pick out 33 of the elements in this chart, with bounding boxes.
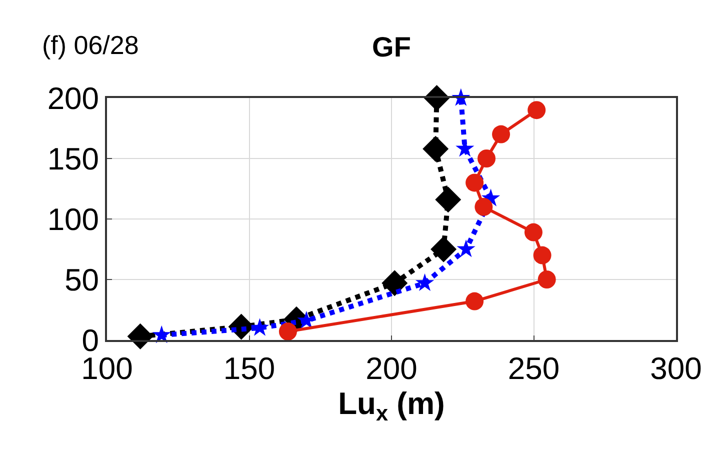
y-tick-label: 50 bbox=[64, 262, 100, 298]
point bbox=[474, 198, 493, 216]
text: (f) 06/28 bbox=[42, 30, 139, 60]
y-tick-label: 100 bbox=[47, 202, 100, 237]
point bbox=[492, 125, 510, 144]
point bbox=[478, 150, 496, 168]
point bbox=[533, 246, 552, 264]
x-tick-label: 200 bbox=[366, 350, 418, 386]
x-tick-label: 250 bbox=[508, 350, 560, 386]
y-tick-label: 200 bbox=[47, 80, 100, 116]
point bbox=[524, 223, 542, 242]
point bbox=[435, 186, 462, 213]
point bbox=[278, 322, 297, 341]
x-tick-label: 150 bbox=[223, 350, 276, 386]
point bbox=[466, 292, 484, 310]
y-tick-label: 0 bbox=[82, 322, 100, 358]
point bbox=[422, 136, 449, 162]
point bbox=[538, 270, 556, 288]
x-tick-label: 300 bbox=[650, 350, 702, 386]
point bbox=[456, 239, 476, 258]
x-axis-title: Lu$_{x}$ (m) bbox=[338, 386, 445, 426]
point bbox=[528, 101, 546, 120]
point bbox=[456, 139, 474, 157]
chart-title: GF bbox=[372, 31, 411, 62]
point bbox=[466, 174, 484, 192]
y-tick-label: 150 bbox=[47, 141, 100, 176]
point bbox=[430, 236, 457, 262]
point bbox=[127, 323, 154, 350]
point bbox=[382, 270, 408, 296]
point bbox=[152, 325, 171, 344]
point bbox=[297, 310, 316, 329]
point bbox=[250, 318, 270, 336]
point bbox=[415, 273, 434, 292]
